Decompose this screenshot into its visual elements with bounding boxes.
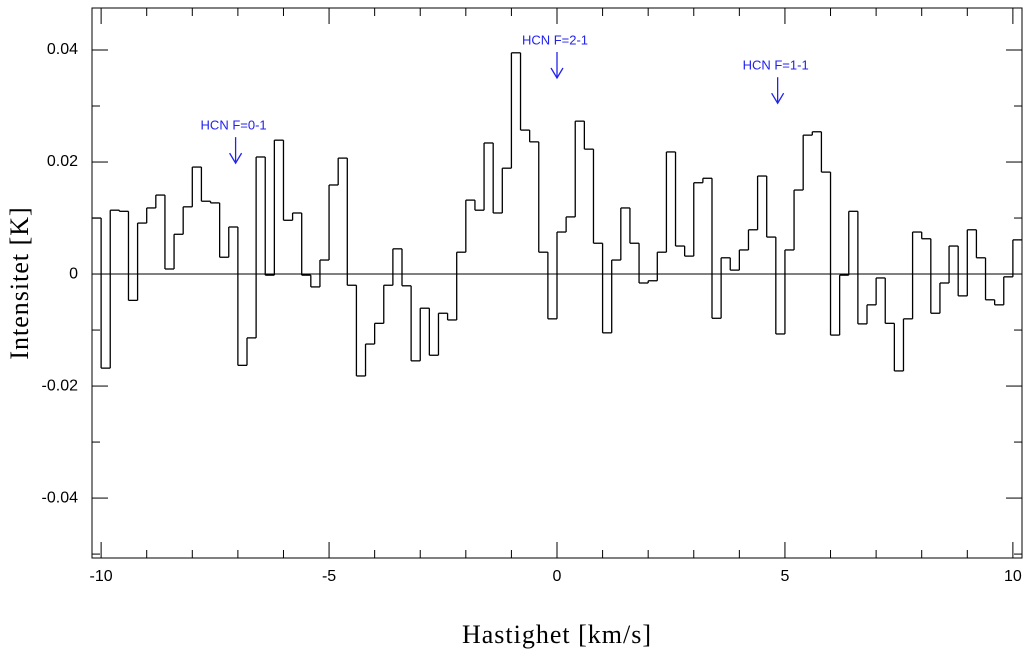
- y-tick-label: 0.02: [47, 153, 78, 170]
- y-axis-title: Intensitet [K]: [5, 206, 34, 359]
- annotation-arrowhead: [771, 92, 785, 105]
- x-tick-label: 0: [553, 568, 562, 585]
- y-tick-label: -0.02: [42, 377, 79, 394]
- annotation-arrowhead: [229, 152, 243, 165]
- annotation-label: HCN F=0-1: [201, 118, 267, 133]
- annotation-arrowhead: [550, 67, 564, 80]
- x-tick-label: -10: [90, 568, 113, 585]
- x-axis-title: Hastighet [km/s]: [462, 620, 652, 649]
- y-tick-label: -0.04: [42, 489, 79, 506]
- y-tick-label: 0: [69, 265, 78, 282]
- annotation-label: HCN F=2-1: [522, 32, 588, 47]
- x-tick-label: -5: [322, 568, 336, 585]
- annotation-label: HCN F=1-1: [743, 58, 809, 73]
- x-tick-label: 10: [1004, 568, 1022, 585]
- x-tick-label: 5: [780, 568, 789, 585]
- y-tick-label: 0.04: [47, 41, 78, 58]
